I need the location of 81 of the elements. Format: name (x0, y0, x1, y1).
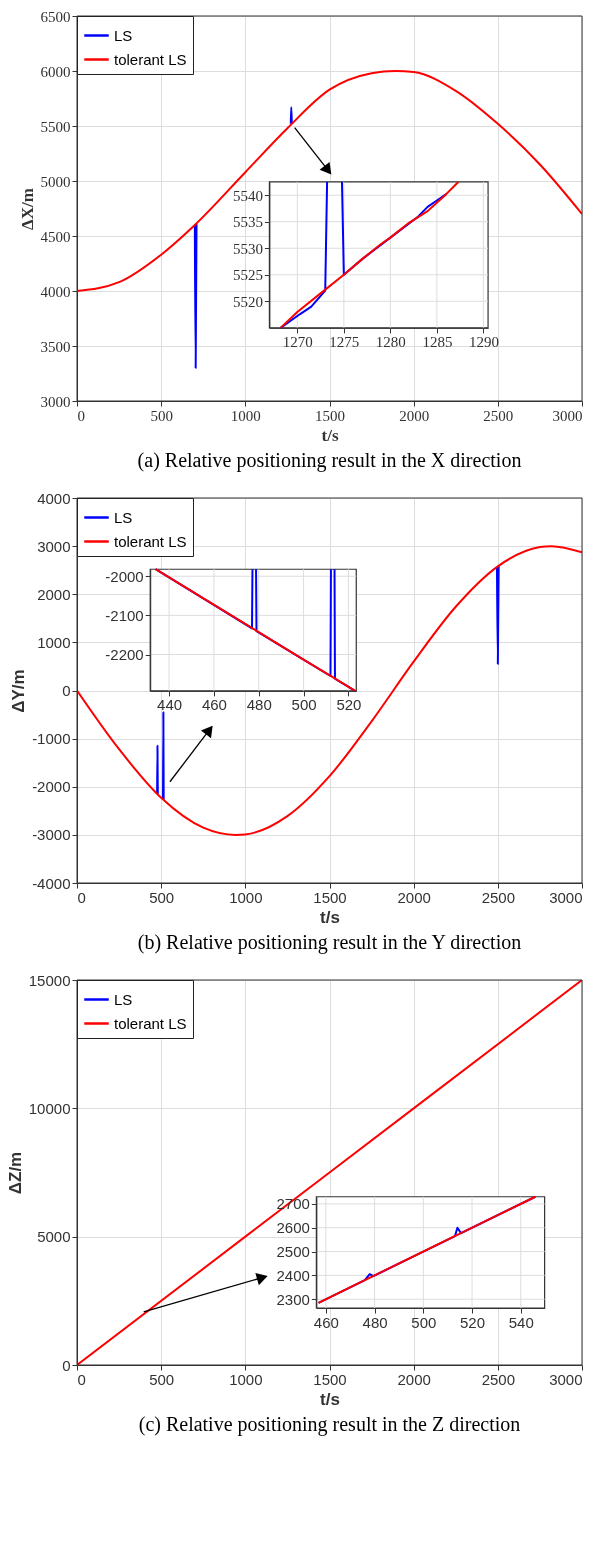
y-tick-label: 3000 (40, 393, 71, 410)
y-tick-label: 5000 (37, 1228, 71, 1246)
x-tick-label: 500 (149, 888, 175, 906)
y-tick-label: 2400 (276, 1266, 310, 1284)
legend-label: tolerant LS (114, 50, 187, 68)
text: (a) Relative positioning result in the X direction (137, 449, 522, 472)
y-tick-label: -2000 (105, 567, 144, 585)
x-tick-label: 500 (291, 696, 317, 714)
y-tick-label: 2600 (276, 1219, 310, 1237)
x-tick-label: 3000 (552, 407, 583, 424)
x-tick-label: 480 (246, 696, 272, 714)
x-tick-label: 500 (411, 1313, 437, 1331)
x-tick-label: 1280 (375, 334, 406, 351)
y-tick-label: 5500 (40, 118, 71, 135)
x-tick-label: 0 (77, 888, 86, 906)
y-tick-label: 5525 (232, 267, 263, 284)
x-axis-title: t/s (320, 1389, 340, 1409)
y-tick-label: 4000 (40, 283, 71, 300)
x-tick-label: 540 (508, 1313, 534, 1331)
x-tick-label: 0 (77, 407, 85, 424)
x-tick-label: 3000 (549, 888, 583, 906)
y-tick-label: 15000 (28, 971, 71, 989)
y-tick-label: 0 (62, 1356, 71, 1374)
y-tick-label: 5535 (232, 214, 263, 231)
x-tick-label: 460 (201, 696, 227, 714)
x-tick-label: 500 (150, 407, 173, 424)
legend-label: LS (114, 26, 133, 44)
legend-label: tolerant LS (114, 532, 187, 550)
y-tick-label: -2100 (105, 606, 144, 624)
y-tick-label: 5530 (232, 240, 263, 257)
x-tick-label: 2000 (397, 888, 431, 906)
x-tick-label: 520 (460, 1313, 486, 1331)
y-tick-label: 3500 (40, 338, 71, 355)
y-tick-label: 1000 (37, 633, 71, 651)
y-tick-label: -1000 (32, 730, 71, 748)
y-tick-label: -2200 (105, 646, 144, 663)
text: (c) Relative positioning result in the Z direction (138, 1413, 521, 1436)
y-tick-label: 10000 (28, 1099, 71, 1117)
x-tick-label: 2000 (397, 1370, 431, 1388)
x-tick-label: 0 (77, 1370, 86, 1388)
y-tick-label: -2000 (32, 778, 71, 796)
x-tick-label: 500 (149, 1370, 175, 1388)
y-tick-label: 6000 (40, 63, 71, 80)
y-tick-label: -4000 (32, 874, 71, 892)
y-tick-label: 5540 (232, 187, 263, 204)
x-tick-label: 1290 (468, 334, 499, 351)
x-tick-label: 2500 (483, 407, 514, 424)
y-tick-label: 0 (62, 682, 71, 699)
y-tick-label: 3000 (37, 537, 71, 555)
legend-label: LS (114, 508, 133, 526)
x-axis-title: t/s (321, 425, 339, 445)
y-tick-label: 2000 (37, 585, 71, 603)
y-tick-label: 2300 (276, 1290, 310, 1308)
x-tick-label: 440 (157, 696, 183, 714)
text: (b) Relative positioning result in the Y direction (137, 931, 522, 954)
x-tick-label: 520 (336, 696, 362, 714)
x-tick-label: 2500 (481, 888, 516, 906)
x-tick-label: 1500 (313, 888, 347, 906)
y-axis-title: ΔX/m (17, 188, 37, 230)
y-tick-label: 5520 (232, 293, 263, 310)
x-tick-label: 2000 (399, 407, 430, 424)
legend-label: tolerant LS (114, 1014, 187, 1032)
y-axis-title: ΔY/m (9, 669, 29, 713)
x-tick-label: 2500 (481, 1370, 516, 1388)
y-tick-label: 5000 (40, 173, 71, 190)
y-tick-label: 6500 (40, 8, 71, 25)
y-tick-label: 4000 (37, 489, 71, 507)
x-tick-label: 1500 (315, 407, 345, 424)
y-tick-label: 2500 (276, 1243, 310, 1261)
x-tick-label: 1500 (313, 1370, 347, 1388)
x-tick-label: 1270 (282, 334, 313, 351)
legend-label: LS (114, 990, 133, 1008)
y-tick-label: -3000 (32, 826, 71, 844)
y-axis-title: ΔZ/m (5, 1151, 25, 1195)
x-tick-label: 1285 (422, 334, 453, 351)
x-tick-label: 460 (313, 1313, 339, 1331)
x-tick-label: 3000 (549, 1370, 583, 1388)
x-axis-title: t/s (320, 907, 340, 927)
y-tick-label: 4500 (40, 228, 71, 245)
x-tick-label: 480 (362, 1313, 388, 1331)
x-tick-label: 1275 (329, 334, 360, 351)
